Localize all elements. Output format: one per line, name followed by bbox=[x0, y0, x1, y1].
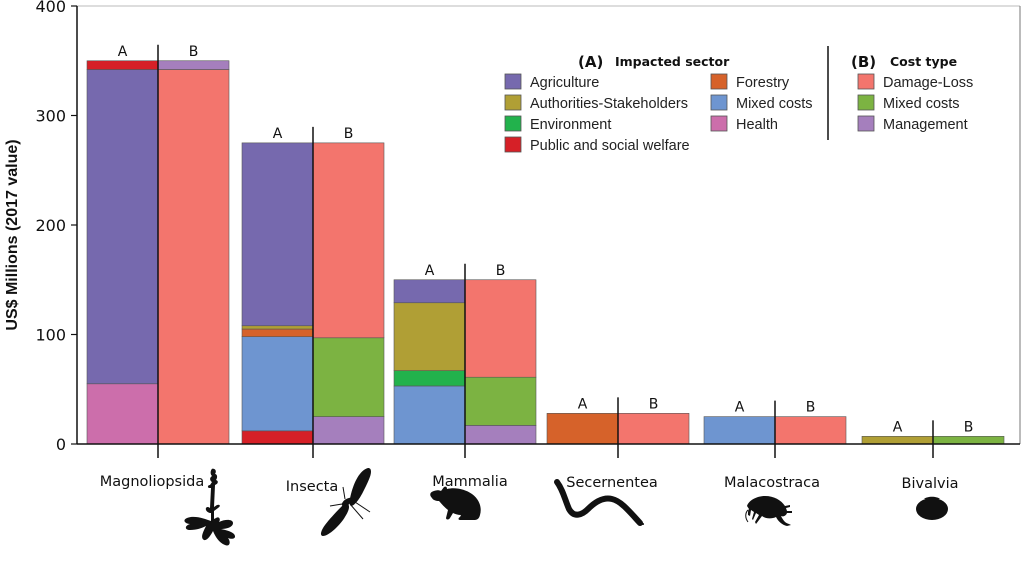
plant-icon bbox=[184, 468, 236, 546]
bar-label-b-bivalvia: B bbox=[964, 419, 974, 435]
bar-segment-a-magnoliopsida-agriculture bbox=[86, 69, 159, 385]
y-axis-label: US$ Millions (2017 value) bbox=[4, 139, 21, 330]
y-tick-label-300: 300 bbox=[35, 107, 66, 126]
bar-segment-b-mammalia-damage-loss bbox=[464, 279, 537, 378]
moth-icon bbox=[320, 468, 371, 536]
legend-a-entries: Agriculture Authorities-Stakeholders Envir… bbox=[504, 73, 813, 154]
bar-label-a-mammalia: A bbox=[425, 263, 435, 279]
legend-b-prefix: (B) bbox=[851, 53, 876, 71]
y-tick-label-100: 100 bbox=[35, 326, 66, 345]
bar-label-a-secernentea: A bbox=[578, 396, 588, 412]
legend-a-label-forestry: Forestry bbox=[736, 75, 790, 91]
bar-segment-b-insecta-damage-loss bbox=[312, 142, 385, 339]
bars-layer bbox=[86, 60, 1005, 445]
bar-label-b-magnoliopsida: B bbox=[189, 44, 199, 60]
bar-segment-a-bivalvia-authorities-stakeholders bbox=[861, 436, 934, 445]
clam-icon bbox=[916, 496, 948, 520]
legend-a-swatch-public-and-social-welfare bbox=[504, 136, 522, 153]
legend-a-label-mixed-costs: Mixed costs bbox=[736, 96, 813, 112]
bar-segment-b-malacostraca-damage-loss bbox=[774, 416, 847, 445]
bar-label-b-malacostraca: B bbox=[806, 400, 816, 416]
legend-b-swatch-management bbox=[857, 115, 875, 132]
legend-b-swatch-damage-loss bbox=[857, 73, 875, 90]
rodent-icon bbox=[430, 486, 481, 520]
bar-segment-a-mammalia-authorities-stakeholders bbox=[393, 302, 466, 371]
legend-a-label-authorities-stakeholders: Authorities-Stakeholders bbox=[530, 96, 688, 112]
bar-segment-b-mammalia-mixed-costs bbox=[464, 376, 537, 426]
bar-segment-a-mammalia-environment bbox=[393, 370, 466, 387]
legend-b-label-management: Management bbox=[883, 117, 968, 133]
legend-a-swatch-agriculture bbox=[504, 73, 522, 90]
bar-segment-a-mammalia-agriculture bbox=[393, 279, 466, 304]
y-ticks: 0 100 200 300 400 bbox=[35, 0, 77, 454]
bar-segment-b-insecta-management bbox=[312, 416, 385, 445]
legend-a-label-public-and-social-welfare: Public and social welfare bbox=[530, 138, 690, 154]
bar-segment-a-insecta-authorities-stakeholders bbox=[241, 325, 314, 330]
bar-segment-a-mammalia-mixed-costs bbox=[393, 385, 466, 445]
bar-label-b-secernentea: B bbox=[649, 396, 659, 412]
legend-b-entries: Damage-Loss Mixed costs Management bbox=[857, 73, 973, 133]
y-tick-label-0: 0 bbox=[56, 435, 66, 454]
bar-segment-b-magnoliopsida-management bbox=[157, 60, 230, 70]
amphipod-icon bbox=[745, 496, 792, 526]
legend: (A) Impacted sector Agriculture Authoriti… bbox=[504, 46, 973, 154]
bar-label-b-insecta: B bbox=[344, 126, 354, 142]
bar-segment-a-magnoliopsida-public-and-social-welfare bbox=[86, 60, 159, 70]
bar-segment-a-insecta-forestry bbox=[241, 328, 314, 337]
legend-a-prefix: (A) bbox=[578, 53, 603, 71]
legend-a-swatch-forestry bbox=[710, 73, 728, 90]
legend-b-label-mixed-costs: Mixed costs bbox=[883, 96, 960, 112]
bar-segment-a-insecta-agriculture bbox=[241, 142, 314, 327]
legend-a-swatch-health bbox=[710, 115, 728, 132]
ab-labels: A B A B A B A B A B A B bbox=[118, 44, 974, 436]
legend-b-swatch-mixed-costs bbox=[857, 94, 875, 111]
category-label-malacostraca: Malacostraca bbox=[724, 475, 820, 491]
bar-label-a-insecta: A bbox=[273, 126, 283, 142]
bar-segment-b-insecta-mixed-costs bbox=[312, 337, 385, 417]
bar-label-a-malacostraca: A bbox=[735, 400, 745, 416]
category-label-secernentea: Secernentea bbox=[566, 475, 658, 491]
legend-a-swatch-environment bbox=[504, 115, 522, 132]
legend-a-label-health: Health bbox=[736, 117, 778, 133]
bar-segment-b-magnoliopsida-damage-loss bbox=[157, 69, 230, 445]
category-label-mammalia: Mammalia bbox=[432, 474, 507, 490]
bar-segment-a-malacostraca-mixed-costs bbox=[703, 416, 776, 445]
bar-label-a-magnoliopsida: A bbox=[118, 44, 128, 60]
bar-label-b-mammalia: B bbox=[496, 263, 506, 279]
legend-a-title: Impacted sector bbox=[615, 54, 730, 69]
bar-segment-b-mammalia-management bbox=[464, 425, 537, 445]
legend-b-label-damage-loss: Damage-Loss bbox=[883, 75, 973, 91]
y-tick-label-400: 400 bbox=[35, 0, 66, 16]
bar-segment-a-insecta-public-and-social-welfare bbox=[241, 430, 314, 445]
bar-segment-a-insecta-mixed-costs bbox=[241, 336, 314, 432]
category-labels: Magnoliopsida Insecta Mammalia Secernentea M… bbox=[100, 474, 959, 495]
category-label-magnoliopsida: Magnoliopsida bbox=[100, 474, 204, 490]
nematode-icon bbox=[554, 479, 644, 526]
bar-label-a-bivalvia: A bbox=[893, 419, 903, 435]
bar-segment-b-secernentea-damage-loss bbox=[617, 413, 690, 445]
legend-a-swatch-authorities-stakeholders bbox=[504, 94, 522, 111]
legend-a-label-agriculture: Agriculture bbox=[530, 75, 599, 91]
category-label-bivalvia: Bivalvia bbox=[902, 476, 959, 492]
bar-segment-a-secernentea-forestry bbox=[546, 413, 619, 445]
legend-a-label-environment: Environment bbox=[530, 117, 611, 133]
y-tick-label-200: 200 bbox=[35, 216, 66, 235]
legend-b-title: Cost type bbox=[890, 54, 957, 69]
category-label-insecta: Insecta bbox=[286, 479, 339, 495]
ab-dividers bbox=[157, 44, 934, 458]
bar-segment-a-magnoliopsida-health bbox=[86, 383, 159, 445]
legend-a-swatch-mixed-costs bbox=[710, 94, 728, 111]
bar-segment-b-bivalvia-mixed-costs bbox=[932, 436, 1005, 445]
